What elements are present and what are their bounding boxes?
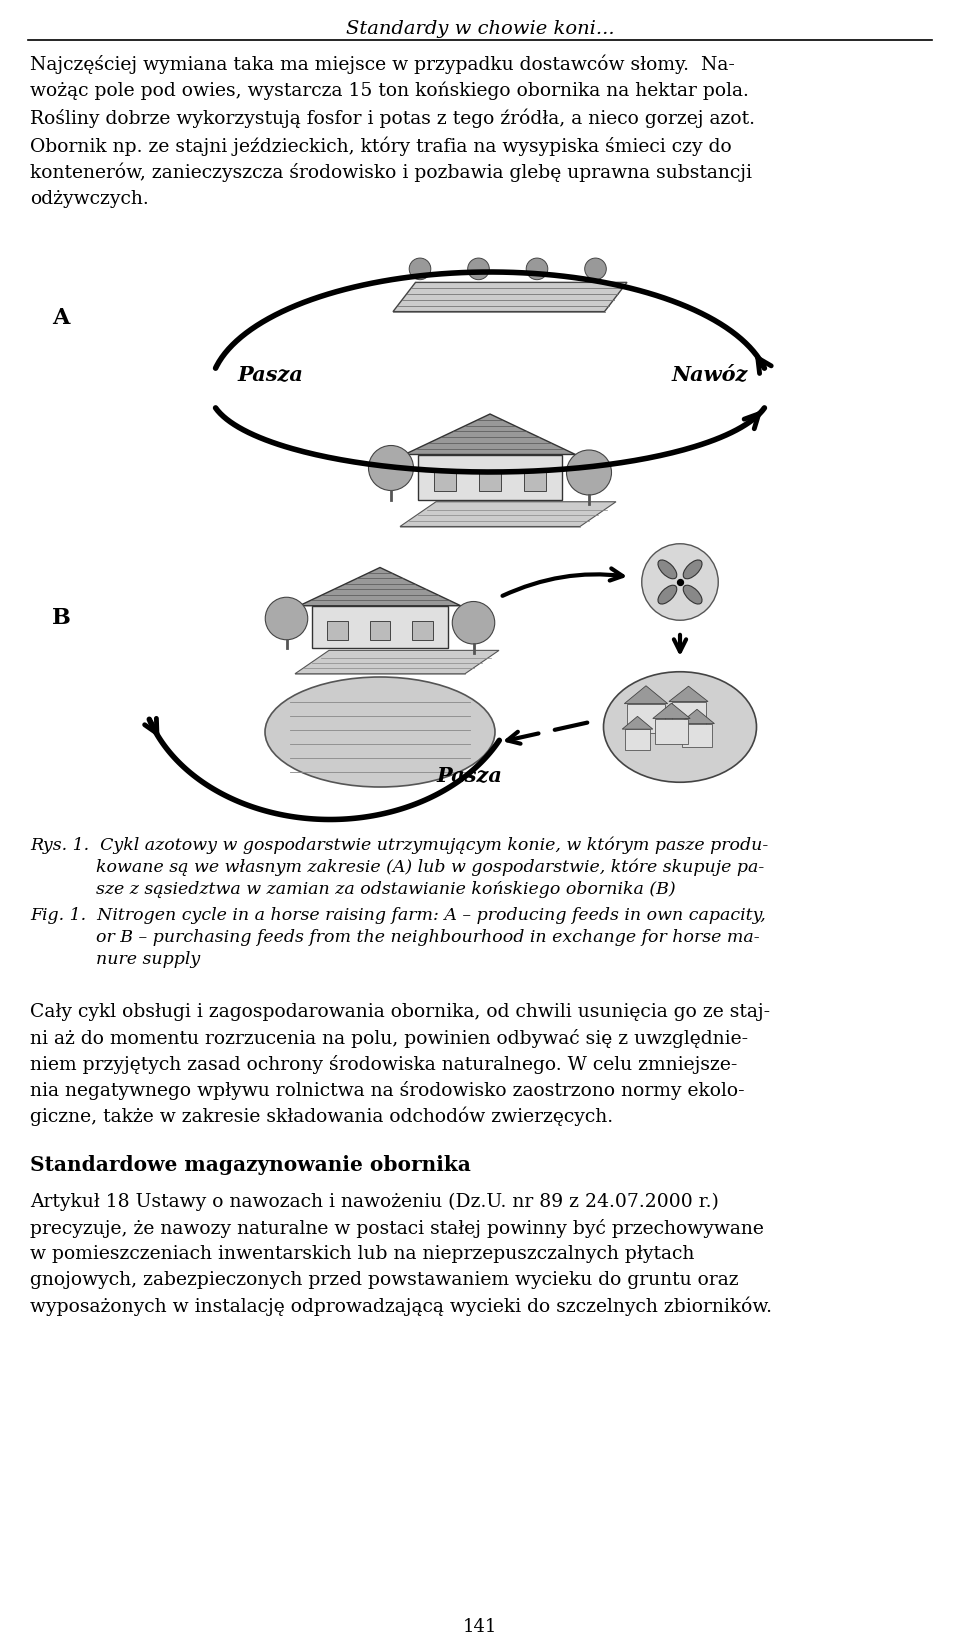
Text: nia negatywnego wpływu rolnictwa na środowisko zaostrzono normy ekolo-: nia negatywnego wpływu rolnictwa na środ…: [30, 1081, 745, 1099]
Text: kowane są we własnym zakresie (A) lub w gospodarstwie, które skupuje pa-: kowane są we własnym zakresie (A) lub w …: [30, 859, 764, 877]
Ellipse shape: [658, 560, 677, 579]
Text: wyposażonych w instalację odprowadzającą wycieki do szczelnych zbiorników.: wyposażonych w instalację odprowadzającą…: [30, 1297, 772, 1317]
Text: A: A: [52, 308, 69, 329]
Text: Obornik np. ze stajni jeździeckich, który trafia na wysypiska śmieci czy do: Obornik np. ze stajni jeździeckich, któr…: [30, 136, 732, 155]
Text: Rośliny dobrze wykorzystują fosfor i potas z tego źródła, a nieco gorzej azot.: Rośliny dobrze wykorzystują fosfor i pot…: [30, 110, 755, 129]
Polygon shape: [653, 703, 690, 718]
Bar: [370, 622, 390, 640]
Text: gnojowych, zabezpieczonych przed powstawaniem wycieku do gruntu oraz: gnojowych, zabezpieczonych przed powstaw…: [30, 1271, 738, 1289]
Polygon shape: [404, 414, 575, 455]
Text: 141: 141: [463, 1618, 497, 1636]
Text: giczne, także w zakresie składowania odchodów zwierzęcych.: giczne, także w zakresie składowania odc…: [30, 1108, 613, 1127]
Text: B: B: [52, 607, 71, 628]
Circle shape: [369, 445, 414, 491]
Circle shape: [566, 450, 612, 496]
Bar: [656, 718, 687, 744]
Text: Standardowe magazynowanie obornika: Standardowe magazynowanie obornika: [30, 1155, 470, 1175]
Text: kontenerów, zanieczyszcza środowisko i pozbawia glebę uprawna substancji: kontenerów, zanieczyszcza środowisko i p…: [30, 164, 752, 183]
Text: precyzuje, że nawozy naturalne w postaci stałej powinny być przechowywane: precyzuje, że nawozy naturalne w postaci…: [30, 1219, 764, 1238]
Polygon shape: [393, 283, 627, 311]
Ellipse shape: [658, 586, 677, 604]
Bar: [312, 605, 448, 648]
Text: niem przyjętych zasad ochrony środowiska naturalnego. W celu zmniejsze-: niem przyjętych zasad ochrony środowiska…: [30, 1055, 737, 1073]
Ellipse shape: [684, 586, 702, 604]
Text: w pomieszczeniach inwentarskich lub na nieprzepuszczalnych płytach: w pomieszczeniach inwentarskich lub na n…: [30, 1245, 694, 1263]
Text: Artykuł 18 Ustawy o nawozach i nawożeniu (Dz.U. nr 89 z 24.07.2000 r.): Artykuł 18 Ustawy o nawozach i nawożeniu…: [30, 1193, 719, 1211]
Polygon shape: [680, 710, 714, 723]
Circle shape: [526, 258, 548, 280]
Bar: [412, 622, 433, 640]
Circle shape: [409, 258, 431, 280]
Circle shape: [452, 602, 494, 645]
Text: Nawóz: Nawóz: [672, 363, 748, 384]
Polygon shape: [622, 717, 653, 730]
Polygon shape: [295, 651, 499, 674]
Bar: [434, 471, 456, 491]
Bar: [627, 703, 665, 733]
Text: Najczęściej wymiana taka ma miejsce w przypadku dostawców słomy.  Na-: Najczęściej wymiana taka ma miejsce w pr…: [30, 56, 734, 75]
Text: or B – purchasing feeds from the neighbourhood in exchange for horse ma-: or B – purchasing feeds from the neighbo…: [30, 929, 759, 946]
Text: Pasza: Pasza: [237, 363, 303, 384]
Circle shape: [468, 258, 490, 280]
Polygon shape: [300, 568, 461, 605]
Text: ni aż do momentu rozrzucenia na polu, powinien odbywać się z uwzględnie-: ni aż do momentu rozrzucenia na polu, po…: [30, 1029, 748, 1049]
Text: sze z sąsiedztwa w zamian za odstawianie końskiego obornika (B): sze z sąsiedztwa w zamian za odstawianie…: [30, 882, 676, 898]
Circle shape: [265, 597, 308, 640]
Text: nure supply: nure supply: [30, 951, 201, 969]
Bar: [671, 702, 706, 726]
Polygon shape: [400, 502, 616, 527]
Text: Fig. 1.  Nitrogen cycle in a horse raising farm: A – producing feeds in own capa: Fig. 1. Nitrogen cycle in a horse raisin…: [30, 906, 766, 924]
Polygon shape: [624, 685, 667, 703]
Bar: [524, 471, 546, 491]
Bar: [479, 471, 501, 491]
Ellipse shape: [265, 677, 495, 787]
Bar: [683, 723, 712, 748]
Bar: [625, 730, 650, 751]
Text: Standardy w chowie koni...: Standardy w chowie koni...: [346, 20, 614, 38]
Text: wożąc pole pod owies, wystarcza 15 ton końskiego obornika na hektar pola.: wożąc pole pod owies, wystarcza 15 ton k…: [30, 82, 749, 100]
Circle shape: [585, 258, 607, 280]
Text: Cały cykl obsługi i zagospodarowania obornika, od chwili usunięcia go ze staj-: Cały cykl obsługi i zagospodarowania obo…: [30, 1003, 770, 1021]
Text: odżywczych.: odżywczych.: [30, 190, 149, 208]
Bar: [418, 455, 562, 499]
Ellipse shape: [604, 672, 756, 782]
Text: Pasza: Pasza: [437, 766, 502, 785]
Circle shape: [641, 543, 718, 620]
Polygon shape: [669, 685, 708, 702]
Text: Rys. 1.  Cykl azotowy w gospodarstwie utrzymującym konie, w którym pasze produ-: Rys. 1. Cykl azotowy w gospodarstwie utr…: [30, 838, 768, 854]
Bar: [327, 622, 348, 640]
Ellipse shape: [684, 560, 702, 579]
